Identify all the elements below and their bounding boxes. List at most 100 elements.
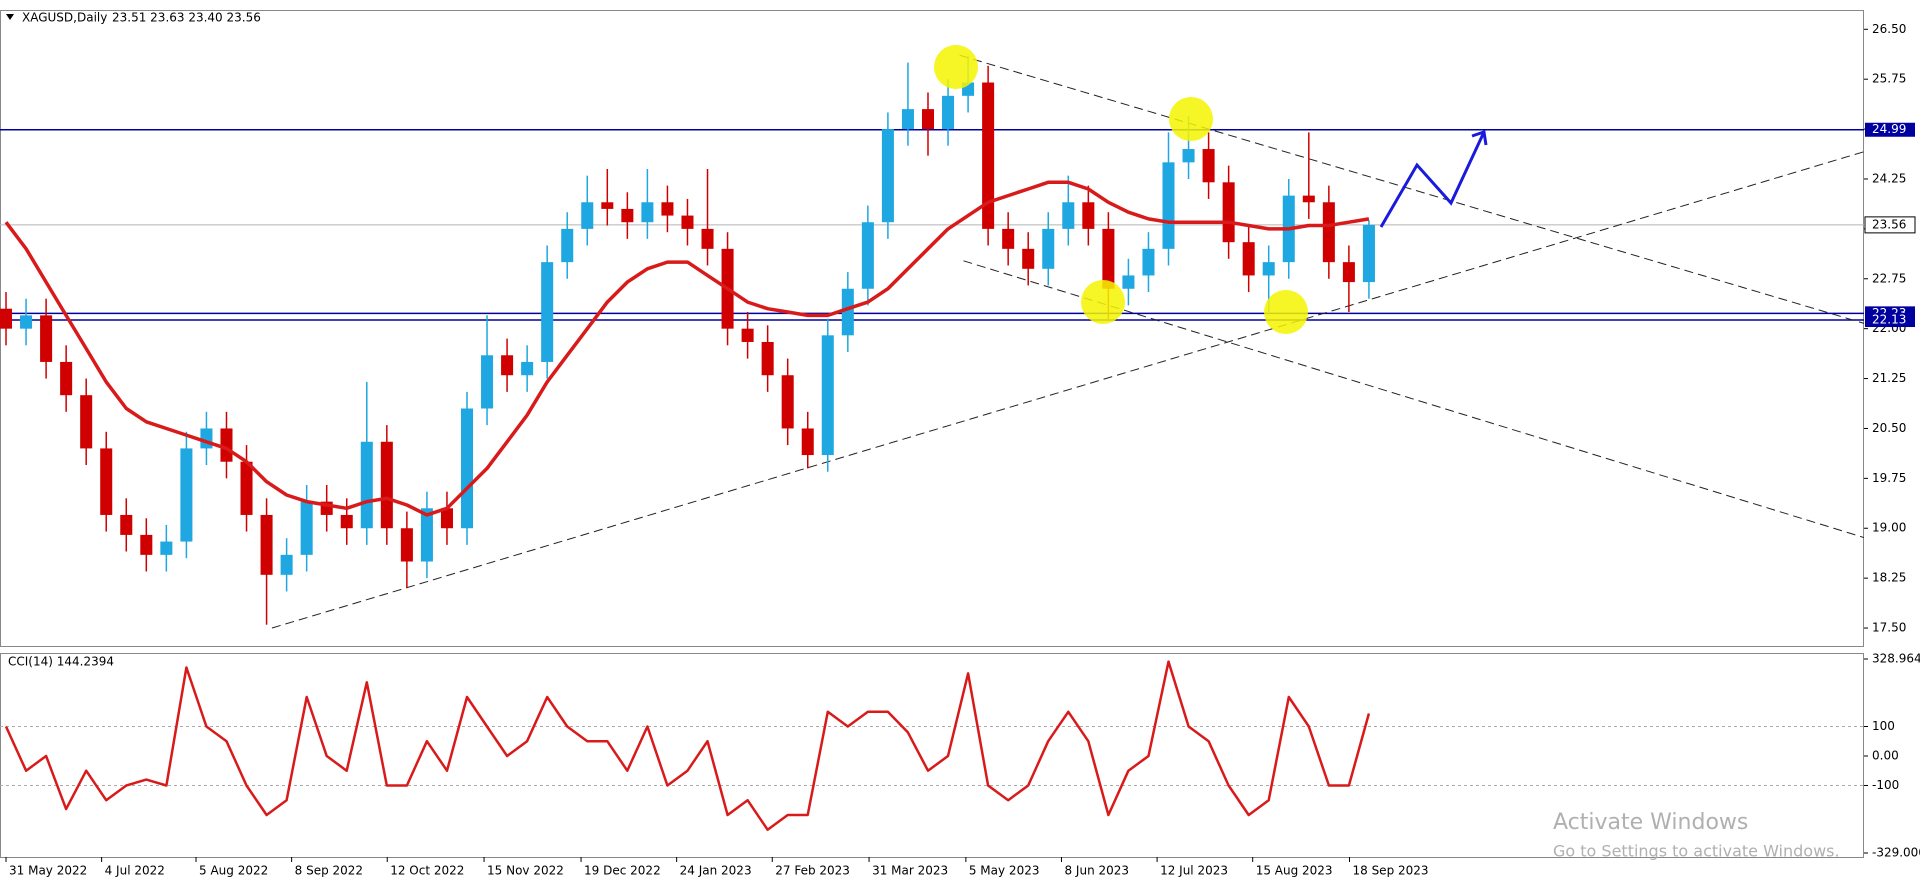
y-tick-label: 21.25 xyxy=(1872,371,1906,385)
x-tick-label: 31 May 2022 xyxy=(9,864,87,878)
last-price-label: 23.56 xyxy=(1872,217,1906,231)
x-tick-label: 15 Aug 2023 xyxy=(1256,864,1333,878)
candle-body xyxy=(1322,202,1335,263)
candle-body xyxy=(921,109,935,130)
candle-body xyxy=(400,528,413,562)
candle-body xyxy=(1302,195,1315,203)
x-tick-label: 12 Jul 2023 xyxy=(1160,864,1228,878)
y-tick-label: 100 xyxy=(1872,719,1895,733)
candle-body xyxy=(220,428,233,462)
candle-body xyxy=(20,315,33,329)
candle-body xyxy=(601,202,614,209)
candle-body xyxy=(1142,248,1155,276)
candle-body xyxy=(160,541,173,555)
watermark-text: Go to Settings to activate Windows. xyxy=(1553,842,1840,861)
candle-body xyxy=(881,129,894,223)
candle-body xyxy=(521,361,534,376)
x-tick-label: 19 Dec 2022 xyxy=(584,864,661,878)
y-tick-label: 24.25 xyxy=(1872,171,1906,185)
candle-body xyxy=(1122,275,1135,289)
y-tick-label: 19.00 xyxy=(1872,521,1906,535)
cci-line xyxy=(4,660,1371,831)
cci-panel-frame xyxy=(0,653,1864,858)
candle-body xyxy=(1022,248,1035,269)
moving-average xyxy=(4,180,1370,517)
candle-body xyxy=(280,554,293,575)
y-tick-label: 328.964 xyxy=(1872,651,1920,665)
candle-body xyxy=(761,341,774,376)
highlight-circle xyxy=(1081,280,1125,324)
candle-body xyxy=(541,262,554,362)
candle-body xyxy=(340,514,353,529)
candle-body xyxy=(80,395,93,449)
annotation-circles xyxy=(934,45,1308,334)
highlight-circle xyxy=(1264,290,1308,334)
candle-body xyxy=(901,109,914,130)
x-tick-label: 31 Mar 2023 xyxy=(872,864,948,878)
x-tick-label: 18 Sep 2023 xyxy=(1352,864,1428,878)
candle-body xyxy=(180,448,193,542)
y-tick-label: 20.50 xyxy=(1872,421,1906,435)
x-tick-label: 5 Aug 2022 xyxy=(199,864,268,878)
candle-body xyxy=(1262,262,1275,276)
forecast-arrow-head xyxy=(1471,130,1488,146)
x-tick-label: 15 Nov 2022 xyxy=(487,864,564,878)
x-tick-label: 8 Jun 2023 xyxy=(1064,864,1129,878)
y-tick-label: -329.000 xyxy=(1872,845,1920,859)
candle-body xyxy=(380,441,393,529)
highlight-circle xyxy=(1169,97,1213,141)
candle-body xyxy=(120,514,133,535)
y-tick-label: 18.25 xyxy=(1872,571,1906,585)
candle-body xyxy=(1082,202,1095,229)
x-tick-label: 24 Jan 2023 xyxy=(680,864,752,878)
candle-body xyxy=(982,82,995,229)
candle-body xyxy=(581,202,594,229)
x-tick-label: 12 Oct 2022 xyxy=(390,864,464,878)
candle-body xyxy=(420,508,433,562)
candle-body xyxy=(661,202,674,216)
candle-body xyxy=(140,534,153,555)
candle-body xyxy=(861,222,874,289)
candle-body xyxy=(1222,182,1235,243)
candle-body xyxy=(40,315,53,362)
candle-body xyxy=(260,514,273,575)
candle-body xyxy=(1162,162,1175,249)
candle-body xyxy=(621,208,634,223)
trendline xyxy=(959,54,1865,324)
candle-body xyxy=(801,428,814,456)
y-tick-label: 0.00 xyxy=(1872,748,1899,762)
candle-body xyxy=(501,355,514,376)
candle-body xyxy=(561,228,574,263)
candle-body xyxy=(440,508,453,529)
candle-body xyxy=(200,428,213,449)
candle-body xyxy=(641,202,654,223)
candle-body xyxy=(841,288,854,336)
candle-body xyxy=(781,375,794,429)
candle-body xyxy=(1202,149,1215,183)
y-tick-label: 17.50 xyxy=(1872,621,1906,635)
candle-body xyxy=(1062,202,1075,229)
y-tick-label: 22.75 xyxy=(1872,271,1906,285)
menu-triangle xyxy=(6,14,14,20)
level-price-label: 22.13 xyxy=(1872,313,1906,327)
y-tick-label: 26.50 xyxy=(1872,22,1906,36)
candle-body xyxy=(300,501,313,555)
candle-body xyxy=(1182,149,1195,163)
candle-body xyxy=(60,361,73,396)
y-tick-label: 25.75 xyxy=(1872,72,1906,86)
candle-body xyxy=(821,335,834,456)
forecast-arrow xyxy=(1379,131,1486,228)
trendline xyxy=(271,151,1865,629)
level-price-box xyxy=(1865,313,1915,328)
candle-body xyxy=(360,441,373,529)
plot: 26.5025.7525.0024.2523.5022.7522.0021.25… xyxy=(0,22,1920,878)
candle-body xyxy=(0,308,13,329)
x-tick-label: 27 Feb 2023 xyxy=(775,864,850,878)
symbol-title: XAGUSD,Daily xyxy=(22,11,107,25)
candle-body xyxy=(701,228,714,249)
x-tick-label: 5 May 2023 xyxy=(969,864,1040,878)
candle-body xyxy=(240,461,253,515)
level-price-box xyxy=(1865,122,1915,137)
